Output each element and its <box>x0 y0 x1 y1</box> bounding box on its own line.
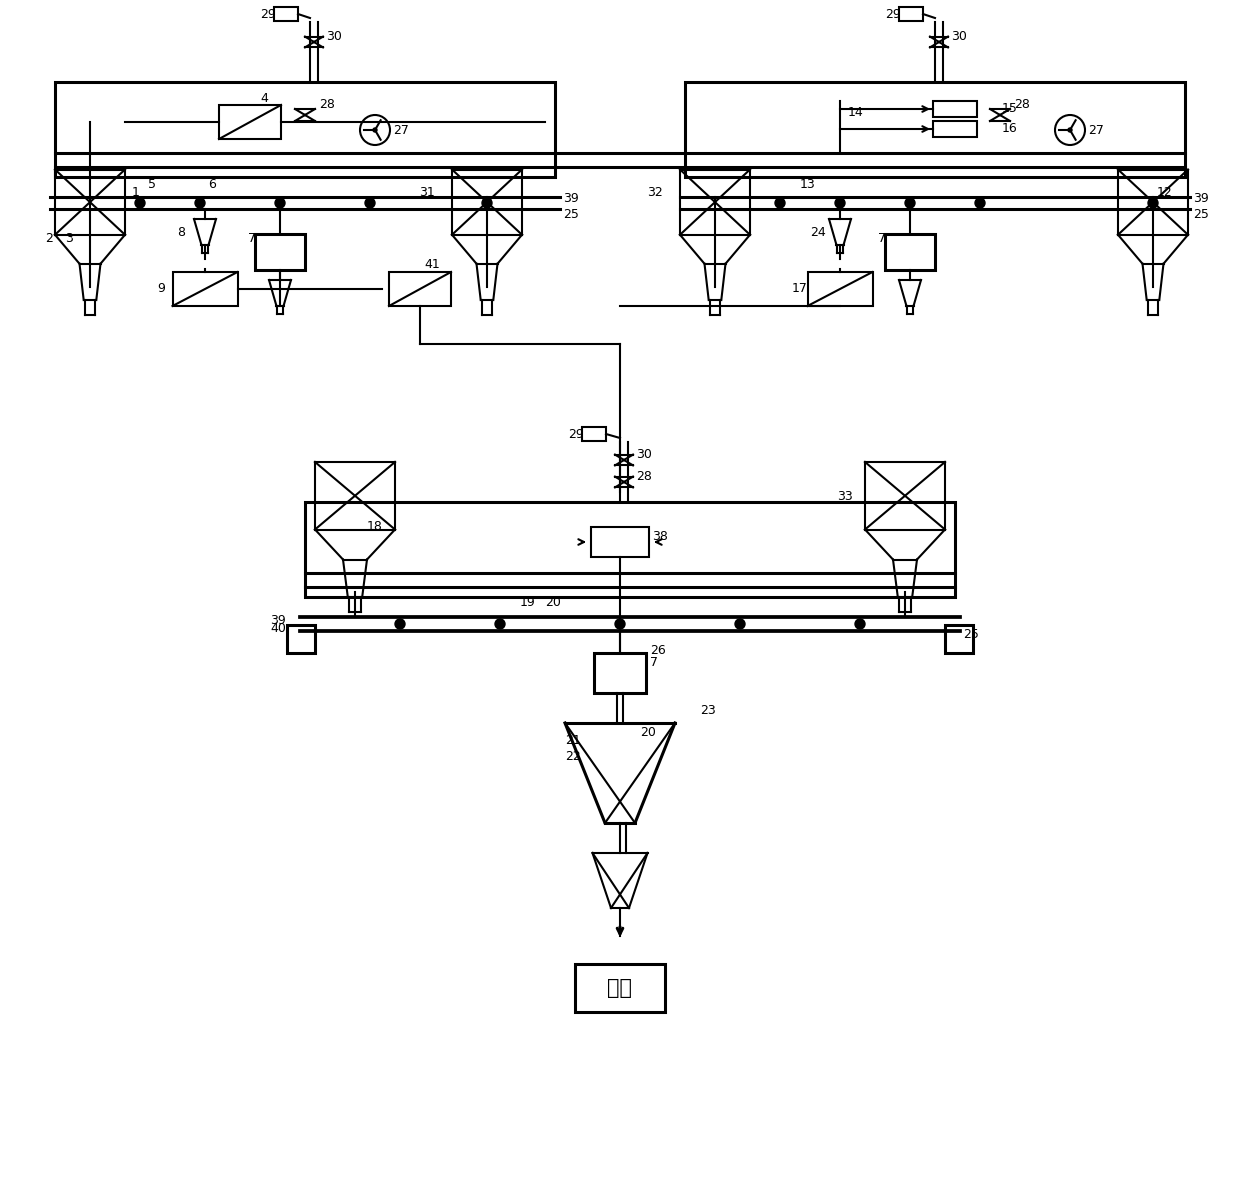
Bar <box>575 965 665 1012</box>
Text: 39: 39 <box>563 193 579 206</box>
Text: 29: 29 <box>260 7 275 20</box>
Text: 20: 20 <box>640 727 656 740</box>
Text: 30: 30 <box>636 448 652 461</box>
Bar <box>899 7 923 21</box>
Circle shape <box>735 619 745 629</box>
Text: 22: 22 <box>565 749 580 762</box>
Text: 4: 4 <box>260 91 268 104</box>
Text: 24: 24 <box>810 226 826 239</box>
Bar <box>219 105 281 139</box>
Text: 27: 27 <box>1087 123 1104 136</box>
Circle shape <box>615 619 625 629</box>
Text: 7: 7 <box>650 656 658 669</box>
Text: 39: 39 <box>270 613 285 626</box>
Bar <box>172 272 238 306</box>
Text: 28: 28 <box>1014 98 1030 111</box>
Text: 30: 30 <box>951 30 967 43</box>
Text: 7: 7 <box>878 233 887 246</box>
Circle shape <box>775 199 785 208</box>
Circle shape <box>365 199 374 208</box>
Text: 40: 40 <box>270 622 286 635</box>
Bar <box>55 82 556 177</box>
Bar <box>591 527 649 557</box>
Bar <box>255 234 305 269</box>
Text: 16: 16 <box>1002 123 1018 136</box>
Text: 2: 2 <box>45 233 53 246</box>
Circle shape <box>373 128 377 132</box>
Circle shape <box>482 199 492 208</box>
Bar <box>945 625 973 652</box>
Text: 6: 6 <box>208 178 216 191</box>
Text: 27: 27 <box>393 123 409 136</box>
Bar <box>684 82 1185 177</box>
Bar <box>305 502 955 597</box>
Text: 20: 20 <box>546 597 560 610</box>
Bar <box>932 121 977 137</box>
Text: 28: 28 <box>319 98 335 111</box>
Circle shape <box>195 199 205 208</box>
Circle shape <box>835 199 844 208</box>
Text: 30: 30 <box>326 30 342 43</box>
Text: 26: 26 <box>650 644 666 657</box>
Bar <box>286 625 315 652</box>
Circle shape <box>975 199 985 208</box>
Text: 9: 9 <box>157 282 165 296</box>
Text: 19: 19 <box>520 597 536 610</box>
Text: 23: 23 <box>701 704 715 717</box>
Bar <box>932 100 977 117</box>
Text: 15: 15 <box>1002 103 1018 116</box>
Bar <box>582 427 606 441</box>
Bar <box>274 7 298 21</box>
Text: 25: 25 <box>1193 208 1209 221</box>
Text: 29: 29 <box>568 428 584 441</box>
Circle shape <box>1148 199 1158 208</box>
Bar <box>807 272 873 306</box>
Text: 31: 31 <box>419 186 435 199</box>
Text: 32: 32 <box>647 186 663 199</box>
Text: 13: 13 <box>800 178 816 191</box>
Text: 29: 29 <box>885 7 900 20</box>
Circle shape <box>905 199 915 208</box>
Text: 21: 21 <box>565 734 580 747</box>
Circle shape <box>135 199 145 208</box>
Circle shape <box>495 619 505 629</box>
Text: 12: 12 <box>1157 186 1173 199</box>
Circle shape <box>275 199 285 208</box>
Text: 17: 17 <box>792 282 808 296</box>
Text: 电石: 电石 <box>608 978 632 998</box>
Text: 3: 3 <box>64 233 73 246</box>
Text: 5: 5 <box>148 178 156 191</box>
Circle shape <box>1068 128 1073 132</box>
Circle shape <box>396 619 405 629</box>
Text: 33: 33 <box>837 491 853 504</box>
Text: 39: 39 <box>1193 193 1209 206</box>
Text: 14: 14 <box>848 105 864 118</box>
Bar <box>594 652 646 693</box>
Text: 41: 41 <box>424 259 440 272</box>
Text: 25: 25 <box>563 208 579 221</box>
Text: 1: 1 <box>131 186 140 199</box>
Text: 7: 7 <box>248 233 255 246</box>
Bar <box>389 272 451 306</box>
Text: 38: 38 <box>652 531 668 544</box>
Text: 8: 8 <box>177 226 185 239</box>
Text: 25: 25 <box>963 628 978 641</box>
Text: 28: 28 <box>636 469 652 482</box>
Text: 18: 18 <box>367 520 383 533</box>
Bar <box>885 234 935 269</box>
Circle shape <box>856 619 866 629</box>
